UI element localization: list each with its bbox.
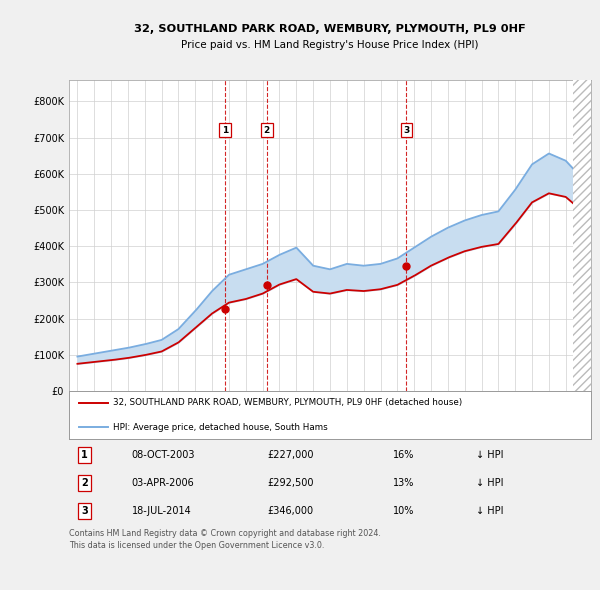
Text: 10%: 10%: [392, 506, 414, 516]
Text: 18-JUL-2014: 18-JUL-2014: [131, 506, 191, 516]
Text: 32, SOUTHLAND PARK ROAD, WEMBURY, PLYMOUTH, PL9 0HF: 32, SOUTHLAND PARK ROAD, WEMBURY, PLYMOU…: [134, 24, 526, 34]
Text: £346,000: £346,000: [268, 506, 313, 516]
Text: Contains HM Land Registry data © Crown copyright and database right 2024.
This d: Contains HM Land Registry data © Crown c…: [69, 529, 381, 549]
Text: 1: 1: [81, 450, 88, 460]
Text: £292,500: £292,500: [268, 478, 314, 488]
Text: 3: 3: [403, 126, 410, 135]
Text: £227,000: £227,000: [268, 450, 314, 460]
Text: 2: 2: [264, 126, 270, 135]
Text: 3: 3: [81, 506, 88, 516]
Text: 16%: 16%: [392, 450, 414, 460]
Text: 1: 1: [222, 126, 228, 135]
Text: 32, SOUTHLAND PARK ROAD, WEMBURY, PLYMOUTH, PL9 0HF (detached house): 32, SOUTHLAND PARK ROAD, WEMBURY, PLYMOU…: [113, 398, 463, 408]
Text: 03-APR-2006: 03-APR-2006: [131, 478, 194, 488]
Text: 08-OCT-2003: 08-OCT-2003: [131, 450, 195, 460]
Text: ↓ HPI: ↓ HPI: [476, 478, 503, 488]
Text: 13%: 13%: [392, 478, 414, 488]
Text: ↓ HPI: ↓ HPI: [476, 450, 503, 460]
Text: Price paid vs. HM Land Registry's House Price Index (HPI): Price paid vs. HM Land Registry's House …: [181, 40, 479, 50]
Text: ↓ HPI: ↓ HPI: [476, 506, 503, 516]
Text: 2: 2: [81, 478, 88, 488]
Text: HPI: Average price, detached house, South Hams: HPI: Average price, detached house, Sout…: [113, 422, 328, 431]
Bar: [573, 80, 591, 391]
